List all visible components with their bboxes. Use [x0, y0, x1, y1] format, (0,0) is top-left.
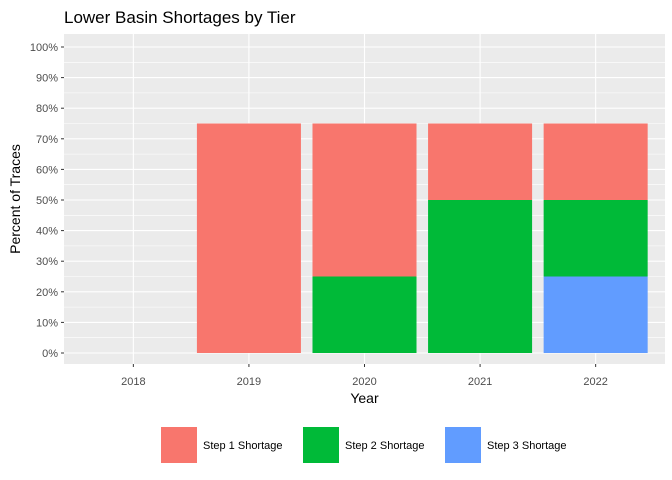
y-tick-label: 20%	[36, 287, 58, 299]
y-axis-ticks: 0% 10% 20% 30% 40% 50% 60% 70% 80% 90% 100%	[30, 42, 64, 360]
y-tick-label: 10%	[36, 317, 58, 329]
y-tick-label: 30%	[36, 256, 58, 268]
bar-segment	[428, 200, 533, 353]
legend: Step 1 Shortage Step 2 Shortage Step 3 Sho…	[161, 427, 567, 463]
bar-segment	[312, 123, 417, 277]
bar-segment	[428, 123, 533, 200]
chart-title: Lower Basin Shortages by Tier	[64, 8, 296, 27]
x-axis-title: Year	[350, 390, 379, 406]
bars	[196, 123, 648, 353]
x-tick-label: 2020	[352, 376, 376, 388]
bar-segment	[543, 276, 648, 353]
y-tick-label: 50%	[36, 195, 58, 207]
legend-label: Step 3 Shortage	[487, 440, 567, 452]
y-tick-label: 0%	[42, 348, 58, 360]
legend-key	[445, 427, 481, 463]
x-tick-label: 2019	[237, 376, 261, 388]
x-tick-label: 2022	[583, 376, 607, 388]
bar-segment	[543, 123, 648, 200]
bar-segment	[312, 276, 417, 353]
legend-key	[161, 427, 197, 463]
y-tick-label: 40%	[36, 226, 58, 238]
legend-label: Step 2 Shortage	[345, 440, 425, 452]
x-tick-label: 2018	[121, 376, 145, 388]
bar-segment	[543, 200, 648, 277]
legend-key	[303, 427, 339, 463]
x-axis-ticks: 2018 2019 2020 2021 2022	[121, 364, 608, 388]
x-tick-label: 2021	[468, 376, 492, 388]
y-tick-label: 70%	[36, 134, 58, 146]
y-tick-label: 60%	[36, 164, 58, 176]
y-tick-label: 100%	[30, 42, 58, 54]
bar-segment	[196, 123, 301, 353]
y-axis-title: Percent of Traces	[7, 144, 23, 254]
legend-label: Step 1 Shortage	[203, 440, 283, 452]
y-tick-label: 80%	[36, 103, 58, 115]
y-tick-label: 90%	[36, 73, 58, 85]
